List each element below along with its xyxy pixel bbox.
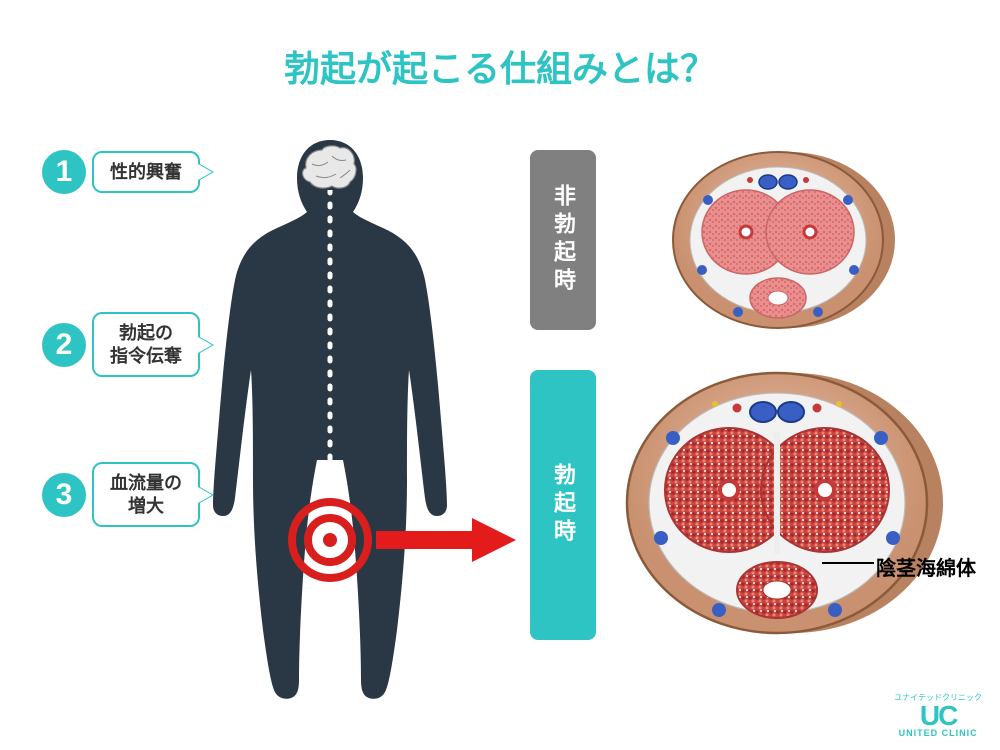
cross-section-nonerect: [660, 140, 900, 340]
state-nonerect-label: 非勃起時: [530, 150, 596, 330]
state-erect-label: 勃起時: [530, 370, 596, 640]
annotation-label: 陰茎海綿体: [876, 552, 976, 581]
step-text-label: 性的興奮: [92, 151, 200, 194]
page-title: 勃起が起こる仕組みとは？: [0, 0, 1000, 92]
step-1: 1 性的興奮: [42, 150, 200, 194]
annotation-leader-line: [822, 562, 874, 564]
signal-arrow-icon: [318, 190, 342, 520]
step-text-label: 血流量の 増大: [92, 462, 200, 527]
target-icon: [285, 495, 375, 585]
step-text-label: 勃起の 指令伝奪: [92, 312, 200, 377]
cross-section-erect: [615, 358, 945, 648]
step-number-badge: 2: [42, 323, 86, 367]
logo-big-text: UC: [894, 703, 982, 728]
step-number-badge: 3: [42, 473, 86, 517]
step-2: 2 勃起の 指令伝奪: [42, 312, 200, 377]
clinic-logo: ユナイテッドクリニック UC UNITED CLINIC: [894, 692, 982, 738]
step-3: 3 血流量の 増大: [42, 462, 200, 527]
flow-arrow-icon: [376, 518, 516, 562]
step-number-badge: 1: [42, 150, 86, 194]
logo-sub-text: UNITED CLINIC: [894, 728, 982, 738]
